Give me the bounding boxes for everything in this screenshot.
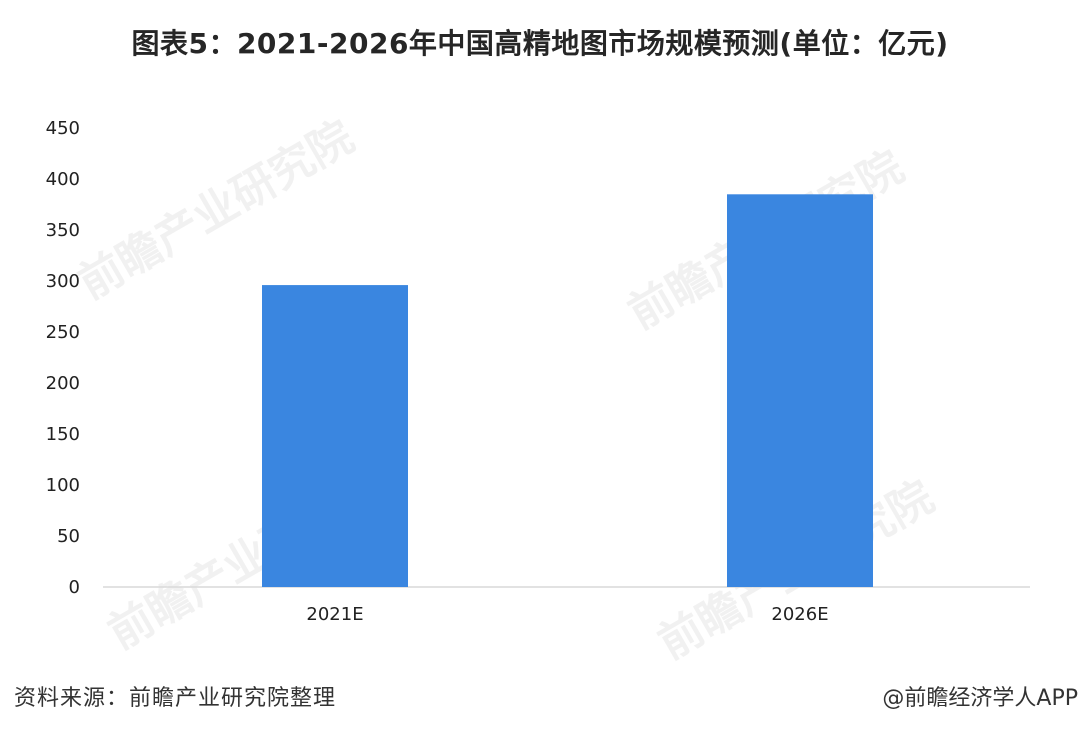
y-tick-label: 250 (46, 322, 80, 343)
x-tick-label: 2021E (306, 604, 363, 625)
y-tick-label: 450 (46, 118, 80, 139)
bar-2021e (262, 285, 408, 587)
y-tick-label: 200 (46, 373, 80, 394)
y-tick-label: 0 (69, 577, 80, 598)
y-tick-label: 100 (46, 475, 80, 496)
bars-group (262, 194, 873, 588)
bar-2026e (727, 194, 873, 588)
credit-note: @前瞻经济学人APP (882, 686, 1078, 711)
x-axis-labels: 2021E 2026E (306, 604, 828, 625)
source-note: 资料来源：前瞻产业研究院整理 (14, 686, 337, 711)
y-tick-label: 400 (46, 169, 80, 190)
y-tick-label: 150 (46, 424, 80, 445)
y-tick-label: 350 (46, 220, 80, 241)
y-tick-label: 300 (46, 271, 80, 292)
x-tick-label: 2026E (771, 604, 828, 625)
y-axis: 0 50 100 150 200 250 300 350 400 450 (46, 118, 80, 598)
chart-title: 图表5：2021-2026年中国高精地图市场规模预测(单位：亿元) (131, 27, 949, 60)
y-tick-label: 50 (57, 526, 80, 547)
watermark-text: 前瞻产业研究院 (70, 111, 362, 309)
